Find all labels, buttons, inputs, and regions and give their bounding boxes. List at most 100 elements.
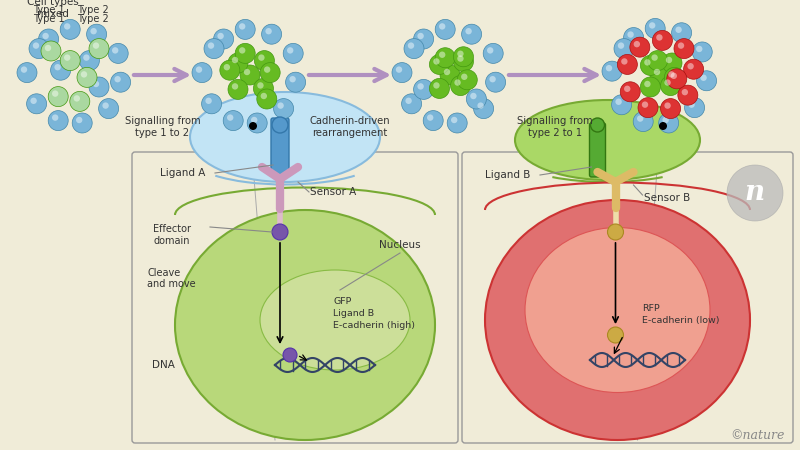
Text: Sensor A: Sensor A (310, 187, 356, 197)
Circle shape (620, 82, 640, 102)
Circle shape (700, 75, 706, 81)
Circle shape (674, 39, 694, 58)
Circle shape (462, 24, 482, 44)
Circle shape (38, 29, 58, 49)
Circle shape (418, 83, 424, 90)
Circle shape (656, 34, 662, 40)
Circle shape (204, 39, 224, 58)
Circle shape (402, 94, 422, 114)
Circle shape (192, 63, 212, 83)
Circle shape (93, 81, 99, 87)
Text: DNA: DNA (151, 360, 174, 370)
Circle shape (644, 59, 650, 66)
Circle shape (670, 72, 677, 79)
Circle shape (232, 57, 238, 63)
Circle shape (50, 60, 70, 80)
Circle shape (72, 113, 92, 133)
Circle shape (414, 79, 434, 99)
Text: Type 2: Type 2 (77, 5, 109, 15)
Text: Sensor B: Sensor B (643, 193, 690, 203)
Circle shape (83, 54, 90, 61)
Circle shape (108, 43, 128, 63)
Circle shape (48, 111, 68, 130)
Circle shape (624, 86, 630, 92)
Text: Ligand A: Ligand A (160, 168, 206, 178)
Circle shape (110, 72, 130, 92)
Circle shape (283, 43, 303, 63)
Circle shape (474, 99, 494, 119)
Circle shape (244, 69, 250, 75)
Circle shape (266, 28, 272, 34)
Circle shape (98, 99, 118, 119)
Circle shape (81, 71, 87, 77)
Circle shape (76, 117, 82, 123)
Text: Cadherin-driven
rearrangement: Cadherin-driven rearrangement (310, 116, 390, 138)
Text: Type 1: Type 1 (33, 14, 65, 24)
Circle shape (202, 94, 222, 114)
Circle shape (661, 76, 681, 95)
Circle shape (590, 118, 605, 132)
Circle shape (634, 112, 654, 131)
Circle shape (607, 224, 623, 240)
Circle shape (235, 43, 255, 63)
Circle shape (439, 23, 446, 30)
Text: Cleave
and move: Cleave and move (147, 268, 196, 289)
Circle shape (418, 33, 424, 39)
Circle shape (235, 19, 255, 40)
Circle shape (45, 45, 51, 51)
Circle shape (450, 76, 470, 95)
Circle shape (423, 111, 443, 130)
Circle shape (430, 78, 450, 99)
Circle shape (89, 77, 109, 97)
Circle shape (196, 67, 202, 73)
Circle shape (606, 65, 612, 72)
Circle shape (251, 117, 258, 123)
Circle shape (54, 64, 61, 70)
Circle shape (683, 59, 704, 79)
Circle shape (688, 101, 694, 108)
Circle shape (624, 27, 643, 48)
Circle shape (650, 65, 670, 85)
Text: Signalling from
type 2 to 1: Signalling from type 2 to 1 (517, 116, 593, 138)
Circle shape (640, 55, 661, 76)
Circle shape (630, 37, 650, 57)
Text: Signalling from
type 1 to 2: Signalling from type 1 to 2 (125, 116, 200, 138)
Circle shape (435, 19, 455, 40)
Ellipse shape (175, 210, 435, 440)
Ellipse shape (190, 92, 380, 182)
Circle shape (26, 94, 46, 114)
Circle shape (478, 103, 484, 109)
Circle shape (272, 224, 288, 240)
Circle shape (659, 122, 667, 130)
Circle shape (41, 41, 61, 61)
Ellipse shape (515, 100, 700, 180)
Circle shape (454, 47, 474, 67)
Circle shape (239, 47, 246, 54)
Circle shape (678, 85, 698, 105)
Circle shape (642, 101, 648, 108)
Circle shape (404, 39, 424, 58)
Circle shape (112, 47, 118, 54)
Circle shape (664, 103, 670, 109)
Text: n: n (745, 180, 765, 207)
Circle shape (261, 93, 267, 99)
Text: Cell types
mixed: Cell types mixed (27, 0, 79, 19)
Circle shape (86, 24, 106, 44)
Circle shape (444, 69, 450, 75)
Text: GFP
Ligand B
E-cadherin (high): GFP Ligand B E-cadherin (high) (333, 297, 415, 330)
Circle shape (228, 79, 248, 99)
Text: Type 2: Type 2 (77, 14, 109, 24)
Circle shape (206, 98, 212, 104)
Circle shape (223, 111, 243, 130)
Circle shape (74, 95, 80, 102)
Circle shape (662, 117, 669, 123)
Circle shape (102, 103, 109, 109)
Circle shape (396, 67, 402, 73)
Circle shape (662, 53, 682, 73)
Circle shape (612, 95, 632, 115)
Circle shape (439, 51, 446, 58)
Circle shape (287, 47, 294, 54)
Circle shape (239, 23, 246, 30)
Circle shape (220, 60, 240, 80)
Circle shape (214, 29, 234, 49)
